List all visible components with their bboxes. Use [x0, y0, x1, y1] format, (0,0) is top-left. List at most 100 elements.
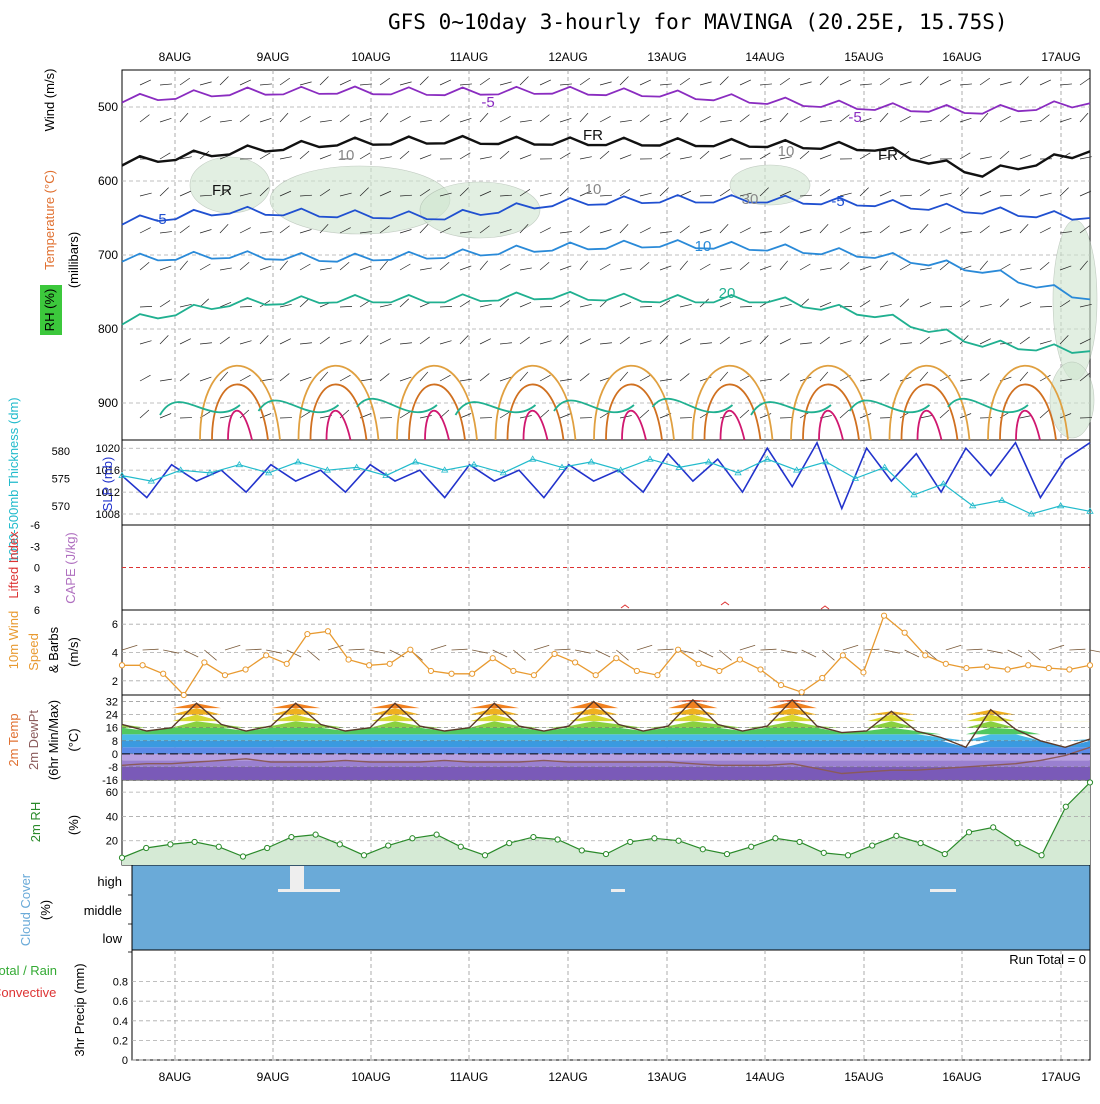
rh2m-point: [579, 848, 584, 853]
date-label-top: 14AUG: [745, 50, 784, 64]
wind10-speed-point: [593, 673, 598, 678]
wind10-speed-point: [449, 671, 454, 676]
contour-label: 10: [695, 238, 712, 255]
rh2m-point: [991, 825, 996, 830]
rh-shade: [1053, 220, 1097, 380]
date-label-bottom: 11AUG: [450, 1070, 488, 1084]
contour-label: 10: [778, 143, 795, 160]
rh2m-point: [313, 832, 318, 837]
date-label-bottom: 12AUG: [548, 1070, 587, 1084]
rh-shade: [420, 182, 540, 238]
pressure-units-label: (millibars): [66, 232, 81, 288]
wind10-speed-point: [881, 613, 886, 618]
contour-label: FR: [583, 127, 603, 144]
wind10-speed-point: [408, 647, 413, 652]
wind10-speed-point: [119, 663, 124, 668]
temp-color-band: [122, 754, 1090, 761]
cloud-gap-high: [290, 866, 304, 890]
cloud-level-label: high: [97, 874, 122, 889]
rh2m-point: [482, 853, 487, 858]
wind10-barb: [1090, 650, 1100, 653]
li-tick-label: 0: [34, 563, 40, 575]
wind10-speed-point: [799, 690, 804, 695]
rh2m-point: [386, 843, 391, 848]
rh2m-point: [289, 834, 294, 839]
date-label-top: 8AUG: [159, 50, 192, 64]
date-label-bottom: 8AUG: [159, 1070, 192, 1084]
precip-tick-label: 0.2: [113, 1035, 128, 1047]
wind-tick-label: 4: [112, 648, 118, 660]
contour-label: FR: [878, 147, 898, 164]
rh2m-point: [870, 843, 875, 848]
rh2m-point: [144, 845, 149, 850]
rh2m-point: [676, 838, 681, 843]
contour-label: 10: [338, 147, 355, 164]
wind10-speed-point: [1067, 667, 1072, 672]
pressure-tick-label: 600: [98, 174, 118, 188]
panel-frame-precip: [132, 950, 1090, 1060]
rh-tick-label: 20: [106, 836, 118, 848]
rh-tick-label: 40: [106, 811, 118, 823]
wind10-speed-point: [161, 671, 166, 676]
wind10-speed-point: [984, 664, 989, 669]
contour-label: -5: [848, 109, 861, 126]
date-label-bottom: 13AUG: [647, 1070, 686, 1084]
wind10-speed-point: [552, 651, 557, 656]
cloud-units-label: (%): [38, 900, 53, 920]
rh2m-point: [773, 836, 778, 841]
cape-axis-label: CAPE (J/kg): [63, 532, 78, 604]
rh2m-point: [507, 841, 512, 846]
rh2m-point: [434, 832, 439, 837]
date-label-top: 10AUG: [351, 50, 390, 64]
precip-tick-label: 0.8: [113, 977, 128, 989]
contour-label: 30: [742, 191, 759, 208]
panel-frame-cloud: [132, 865, 1090, 950]
wind10-speed-point: [243, 667, 248, 672]
date-label-top: 15AUG: [844, 50, 883, 64]
precip-tick-label: 0: [122, 1055, 128, 1067]
rh2m-point: [240, 854, 245, 859]
rh2m-point: [555, 837, 560, 842]
rh2m-point: [1087, 780, 1092, 785]
rh2m-point: [894, 833, 899, 838]
rh2m-point: [337, 842, 342, 847]
temp2m-axis-label-1: 2m Temp: [6, 713, 21, 766]
precip-tick-label: 0.6: [113, 996, 128, 1008]
wind10-speed-point: [634, 668, 639, 673]
date-label-bottom: 15AUG: [844, 1070, 883, 1084]
date-label-bottom: 17AUG: [1041, 1070, 1080, 1084]
wind10-speed-point: [861, 670, 866, 675]
wind10-speed-point: [367, 663, 372, 668]
wind10-speed-point: [696, 661, 701, 666]
wind10-speed-point: [717, 668, 722, 673]
wind10-speed-point: [943, 661, 948, 666]
wind10-speed-point: [181, 692, 186, 697]
temp2m-axis-label-4: (°C): [66, 728, 81, 751]
temp-tick-label: 32: [106, 697, 118, 709]
temp-tick-label: -16: [102, 775, 118, 787]
precip-tick-label: 0.4: [113, 1016, 128, 1028]
pressure-tick-label: 900: [98, 396, 118, 410]
rh2m-point: [1039, 853, 1044, 858]
lifted-index-axis-label: Lifted Index: [6, 531, 21, 599]
wind10-axis-label-4: (m/s): [66, 637, 81, 667]
cloud-axis-label: Cloud Cover: [18, 873, 33, 946]
wind10-speed-point: [140, 663, 145, 668]
rh2m-point: [458, 844, 463, 849]
contour-label: -5: [153, 211, 166, 228]
wind10-speed-point: [737, 657, 742, 662]
rh-axis-label: RH (%): [42, 289, 57, 332]
wind10-speed-point: [758, 667, 763, 672]
rh2m-point: [942, 851, 947, 856]
rh2m-point: [361, 853, 366, 858]
thickness-tick-label: 570: [52, 501, 70, 513]
wind-tick-label: 6: [112, 619, 118, 631]
panel-frame-thickness-slp: [122, 440, 1090, 525]
wind10-speed-point: [655, 673, 660, 678]
rh2m-point: [700, 847, 705, 852]
wind10-speed-point: [511, 668, 516, 673]
temp-tick-label: -8: [108, 762, 118, 774]
temp2m-axis-label-2: 2m DewPt: [26, 710, 41, 770]
wind10-speed-point: [428, 668, 433, 673]
rh2m-point: [265, 845, 270, 850]
